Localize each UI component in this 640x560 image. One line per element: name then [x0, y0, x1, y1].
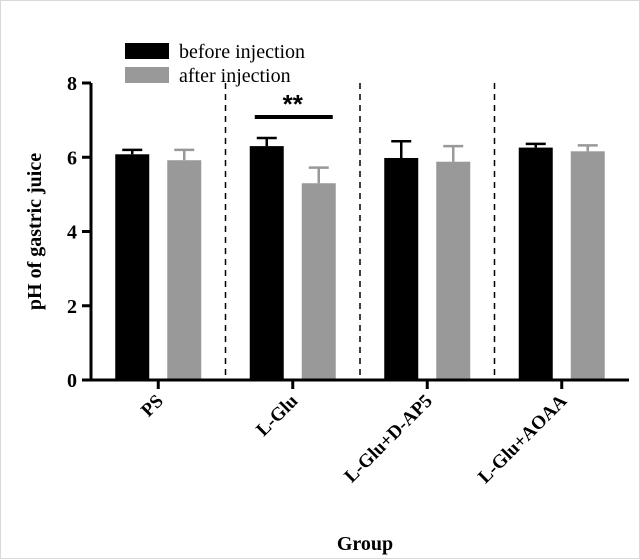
bar — [518, 147, 553, 380]
bar — [436, 161, 471, 380]
y-axis-title: pH of gastric juice — [24, 153, 46, 310]
bar — [301, 183, 336, 380]
bar — [384, 157, 419, 380]
x-tick-label: PS — [137, 391, 168, 422]
x-tick-label: L-Glu — [252, 390, 302, 440]
bar — [249, 146, 284, 380]
y-tick-label: 8 — [67, 73, 77, 95]
bar — [570, 151, 605, 380]
legend-swatch — [125, 43, 169, 59]
significance-label: ** — [283, 89, 304, 119]
y-tick-label: 6 — [67, 147, 77, 169]
bar — [167, 160, 202, 380]
x-axis-title: Group — [337, 533, 393, 555]
y-tick-label: 4 — [67, 222, 77, 244]
y-tick-label: 0 — [67, 370, 77, 392]
legend-label: before injection — [179, 41, 305, 63]
legend-label: after injection — [179, 65, 291, 87]
x-tick-label: L-Glu+D-AP5 — [340, 391, 436, 487]
y-tick-label: 2 — [67, 296, 77, 318]
legend-swatch — [125, 67, 169, 83]
x-tick-label: L-Glu+AOAA — [474, 390, 571, 487]
bar — [115, 154, 150, 380]
